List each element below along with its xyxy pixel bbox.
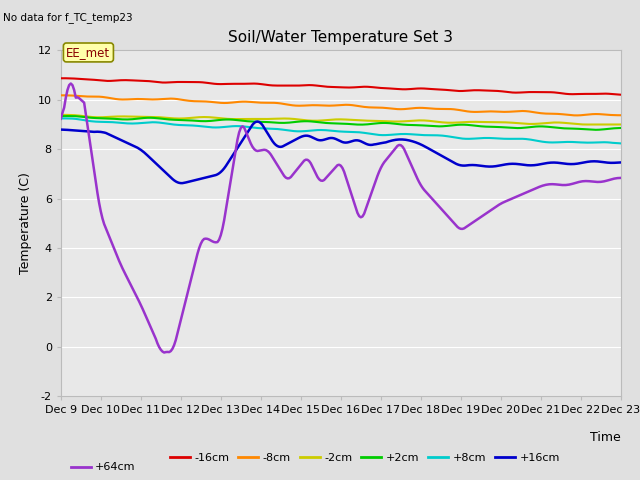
Legend: +64cm: +64cm	[67, 458, 140, 477]
Text: No data for f_TC_temp23: No data for f_TC_temp23	[3, 12, 133, 23]
Text: EE_met: EE_met	[67, 46, 111, 59]
Text: Time: Time	[590, 431, 621, 444]
Legend: -16cm, -8cm, -2cm, +2cm, +8cm, +16cm: -16cm, -8cm, -2cm, +2cm, +8cm, +16cm	[166, 448, 564, 467]
Title: Soil/Water Temperature Set 3: Soil/Water Temperature Set 3	[228, 30, 453, 45]
Y-axis label: Temperature (C): Temperature (C)	[19, 172, 32, 274]
